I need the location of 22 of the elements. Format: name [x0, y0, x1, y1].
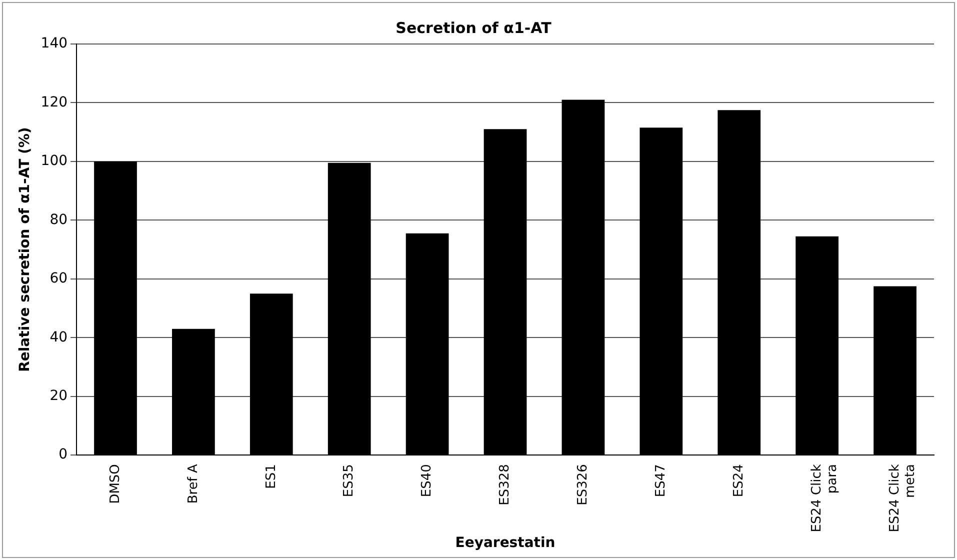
y-tick-label: 0 [58, 446, 68, 463]
x-tick-label: Bref A [186, 464, 201, 504]
x-tick-label: ES328 [498, 464, 513, 506]
y-tick-label: 20 [50, 388, 68, 404]
x-tick-label: ES326 [576, 464, 591, 506]
y-tick-label: 60 [50, 270, 68, 287]
x-tick-label: ES47 [654, 464, 669, 498]
x-tick-label: ES24 [731, 464, 746, 498]
y-tick-label: 100 [40, 153, 68, 170]
x-tick-label: ES35 [342, 464, 357, 498]
x-tick-label: ES24 Click para [809, 464, 840, 532]
x-tick-label: ES1 [264, 464, 279, 489]
chart-title: Secretion of α1-AT [396, 18, 552, 37]
y-tick-label: 80 [50, 212, 68, 228]
x-tick-label: ES40 [420, 464, 435, 498]
y-tick-label: 120 [40, 94, 68, 110]
y-tick-label: 40 [50, 329, 68, 346]
x-tick-label: DMSO [108, 464, 123, 504]
y-tick-label: 140 [40, 36, 68, 52]
y-axis-title: Relative secretion of α1-AT (%) [17, 127, 34, 372]
x-tick-label: ES24 Click meta [887, 464, 918, 532]
x-axis-title: Eeyarestatin [455, 535, 556, 552]
